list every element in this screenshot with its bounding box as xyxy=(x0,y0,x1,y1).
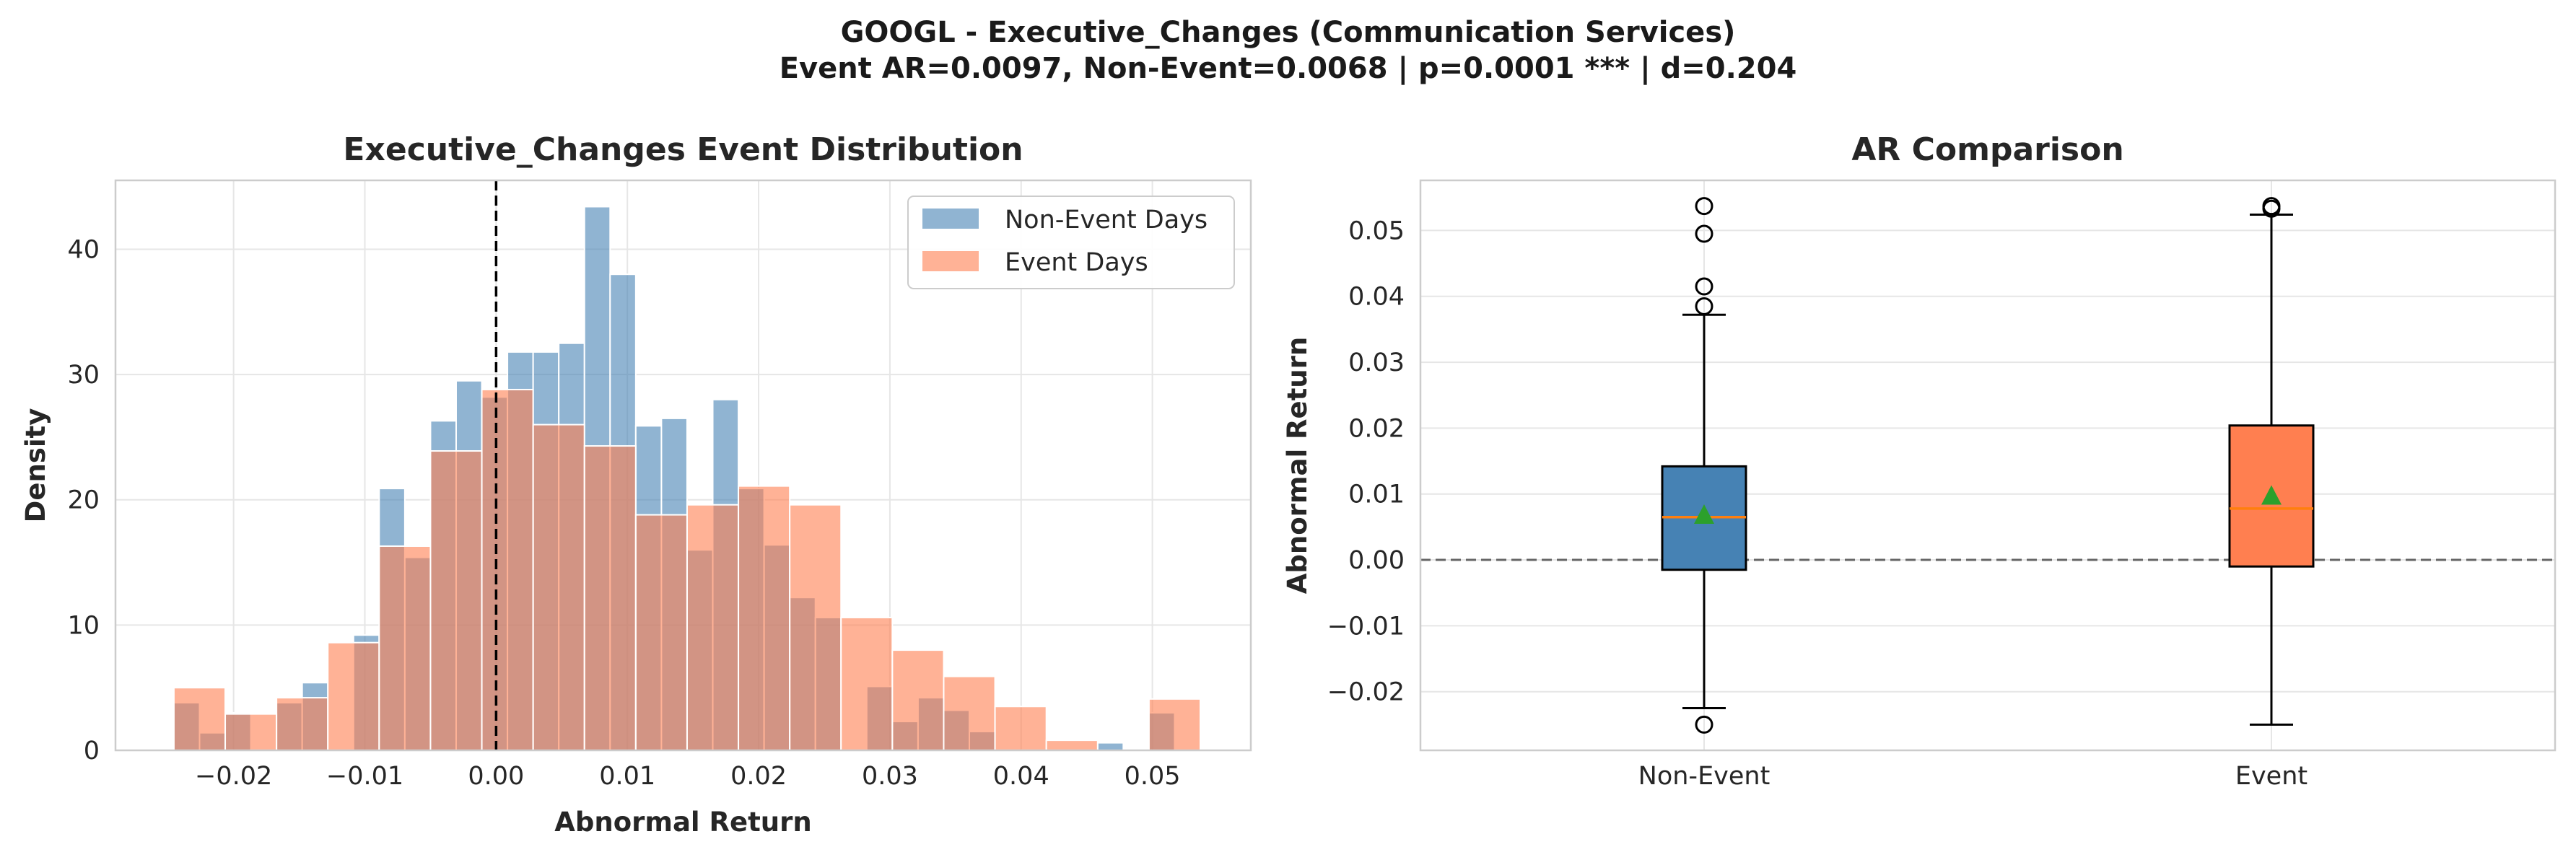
x-tick-label: 0.05 xyxy=(1125,762,1181,791)
event-bar xyxy=(481,388,534,751)
plot-frame xyxy=(1419,179,2557,752)
event-bar xyxy=(686,504,740,751)
event-bar xyxy=(891,649,945,751)
outlier-point xyxy=(1695,224,1713,243)
x-tick-label: Event xyxy=(2235,762,2308,791)
event-bar xyxy=(840,616,894,752)
x-tick-label: 0.00 xyxy=(468,762,524,791)
y-tick-label: −0.01 xyxy=(1327,612,1405,641)
boxplot-chart: −0.02 −0.01 0.00 0.01 0.02 0.03 0.04 0.05 Non-Ev… xyxy=(1285,131,2557,791)
outlier-point xyxy=(1695,715,1713,734)
y-axis-label: Density xyxy=(20,408,51,523)
event-bar xyxy=(634,514,688,751)
event-bar xyxy=(532,424,585,751)
y-tick-label: 20 xyxy=(67,486,100,515)
x-axis-label: Abnormal Return xyxy=(554,807,811,838)
subplot-title: AR Comparison xyxy=(1851,131,2123,168)
legend-label-non-event: Non-Event Days xyxy=(1005,206,1208,234)
histogram-chart: −0.02 −0.01 0.00 0.01 0.02 0.03 0.04 0.05 0 10 20 3… xyxy=(20,131,1252,838)
legend-label-event: Event Days xyxy=(1005,248,1148,277)
subplot-title: Executive_Changes Event Distribution xyxy=(343,131,1023,168)
legend-swatch-non-event xyxy=(922,209,979,229)
y-tick-label: 0.01 xyxy=(1348,481,1405,509)
x-tick-label: 0.01 xyxy=(599,762,655,791)
event-bar xyxy=(276,697,329,751)
event-bar xyxy=(583,445,637,751)
x-tick-label: −0.02 xyxy=(195,762,272,791)
plot-frame xyxy=(114,179,1252,752)
legend-swatch-event xyxy=(922,251,979,271)
y-tick-label: 0.02 xyxy=(1348,414,1405,443)
event-bar xyxy=(224,713,278,752)
event-bar xyxy=(943,675,996,751)
box-non-event xyxy=(1661,197,1747,734)
outlier-point xyxy=(2262,199,2281,218)
y-tick-label: 0.05 xyxy=(1348,216,1405,245)
y-tick-label: 30 xyxy=(67,361,100,390)
y-tick-label: 0 xyxy=(84,737,100,765)
x-tick-label: 0.02 xyxy=(730,762,787,791)
event-bar xyxy=(173,687,227,752)
event-bar xyxy=(327,641,380,752)
event-bar xyxy=(1045,740,1099,751)
y-tick-label: 40 xyxy=(67,235,100,264)
y-tick-label: 0.04 xyxy=(1348,283,1405,312)
event-bar xyxy=(789,504,842,751)
event-bar xyxy=(429,450,483,751)
y-tick-label: −0.02 xyxy=(1327,678,1405,707)
event-bar xyxy=(1148,698,1201,751)
box-event xyxy=(2228,197,2315,726)
event-bar xyxy=(994,706,1047,752)
mean-marker xyxy=(2261,485,2282,505)
y-tick-label: 0.00 xyxy=(1348,546,1405,575)
outlier-point xyxy=(1695,197,1713,216)
figure-title-line-2: Event AR=0.0097, Non-Event=0.0068 | p=0.… xyxy=(779,52,1797,85)
mean-marker xyxy=(1694,504,1714,524)
x-tick-label: 0.04 xyxy=(993,762,1049,791)
outlier-point xyxy=(1695,277,1713,296)
y-tick-label: 10 xyxy=(67,611,100,640)
event-bar xyxy=(378,545,432,751)
legend: Non-Event Days Event Days xyxy=(907,196,1235,289)
event-bar xyxy=(738,485,791,752)
x-tick-label: 0.03 xyxy=(862,762,918,791)
x-tick-label: Non-Event xyxy=(1638,762,1771,791)
x-tick-label: −0.01 xyxy=(326,762,403,791)
legend-box xyxy=(907,196,1235,289)
y-tick-label: 0.03 xyxy=(1348,348,1405,377)
figure-title-line-1: GOOGL - Executive_Changes (Communication… xyxy=(840,16,1736,49)
outlier-point xyxy=(1695,297,1713,315)
non-event-bar xyxy=(1096,742,1125,751)
y-axis-label: Abnormal Return xyxy=(1285,337,1313,594)
